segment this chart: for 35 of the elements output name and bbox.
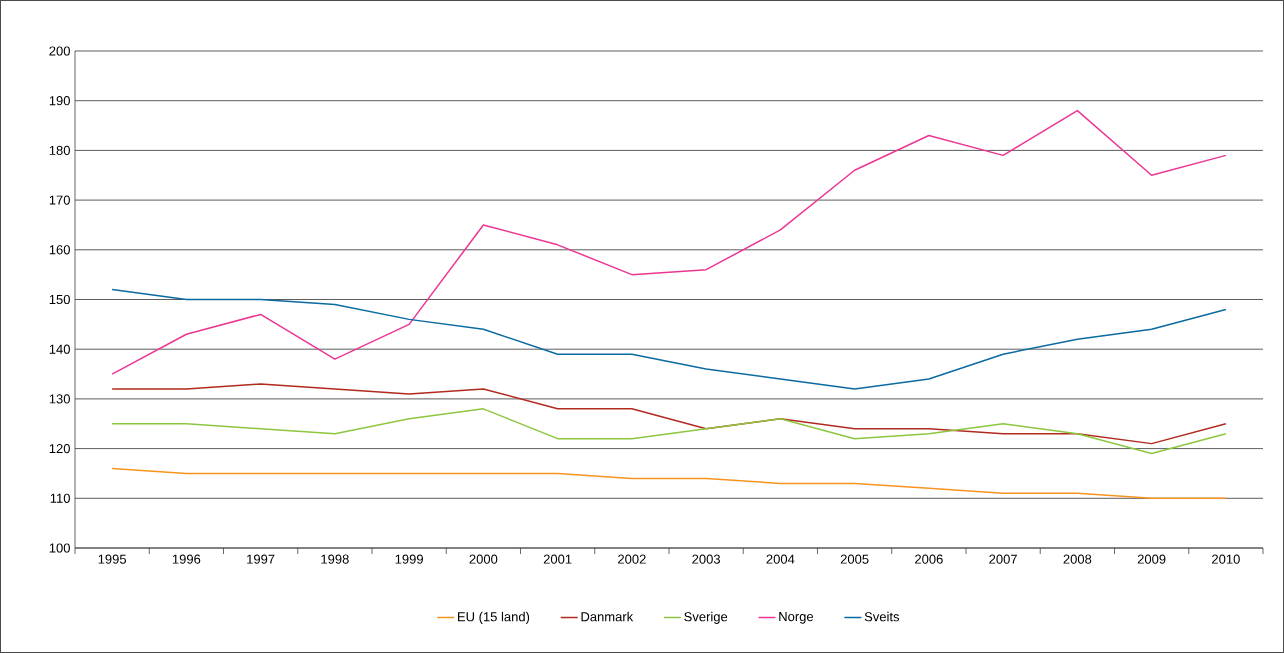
x-tick-label: 1999 (395, 554, 423, 564)
legend-label: EU (15 land) (458, 611, 530, 624)
legend-label: Norge (779, 612, 814, 624)
x-tick-label: 1995 (98, 554, 127, 564)
y-tick-label: 180 (49, 145, 70, 155)
x-tick-label: 2004 (766, 554, 795, 564)
legend-label: Sverige (684, 611, 728, 624)
x-tick-label: 2010 (1212, 554, 1240, 564)
x-tick-label: 2009 (1137, 554, 1166, 564)
line-series (111, 288, 1227, 390)
y-tick-label: 140 (49, 344, 70, 354)
x-tick-label: 2002 (618, 554, 646, 564)
x-tick-label: 2000 (469, 554, 498, 564)
y-tick-label: 110 (50, 493, 70, 503)
x-tick-label: 2008 (1063, 554, 1092, 564)
line-series (111, 109, 1227, 375)
y-tick-label: 200 (49, 46, 70, 56)
x-tick-label: 2006 (915, 554, 943, 564)
y-tick-label: 160 (49, 245, 70, 255)
x-tick-label: 1996 (172, 554, 201, 564)
x-tick-label: 1997 (247, 554, 275, 564)
legend-label: Danmark (581, 611, 634, 622)
x-tick-label: 2003 (692, 554, 720, 564)
x-tick-label: 2005 (840, 554, 869, 564)
legend-label: Sveits (864, 611, 900, 622)
x-tick-label: 2007 (989, 554, 1017, 564)
y-tick-label: 150 (49, 294, 70, 305)
y-tick-label: 120 (49, 443, 70, 454)
y-tick-label: 130 (49, 394, 70, 404)
x-tick-label: 2001 (543, 554, 572, 564)
y-tick-label: 170 (49, 195, 70, 205)
y-tick-label: 100 (49, 543, 70, 553)
y-tick-label: 190 (49, 96, 70, 106)
line-series (111, 408, 1227, 455)
x-tick-label: 1998 (321, 554, 349, 564)
